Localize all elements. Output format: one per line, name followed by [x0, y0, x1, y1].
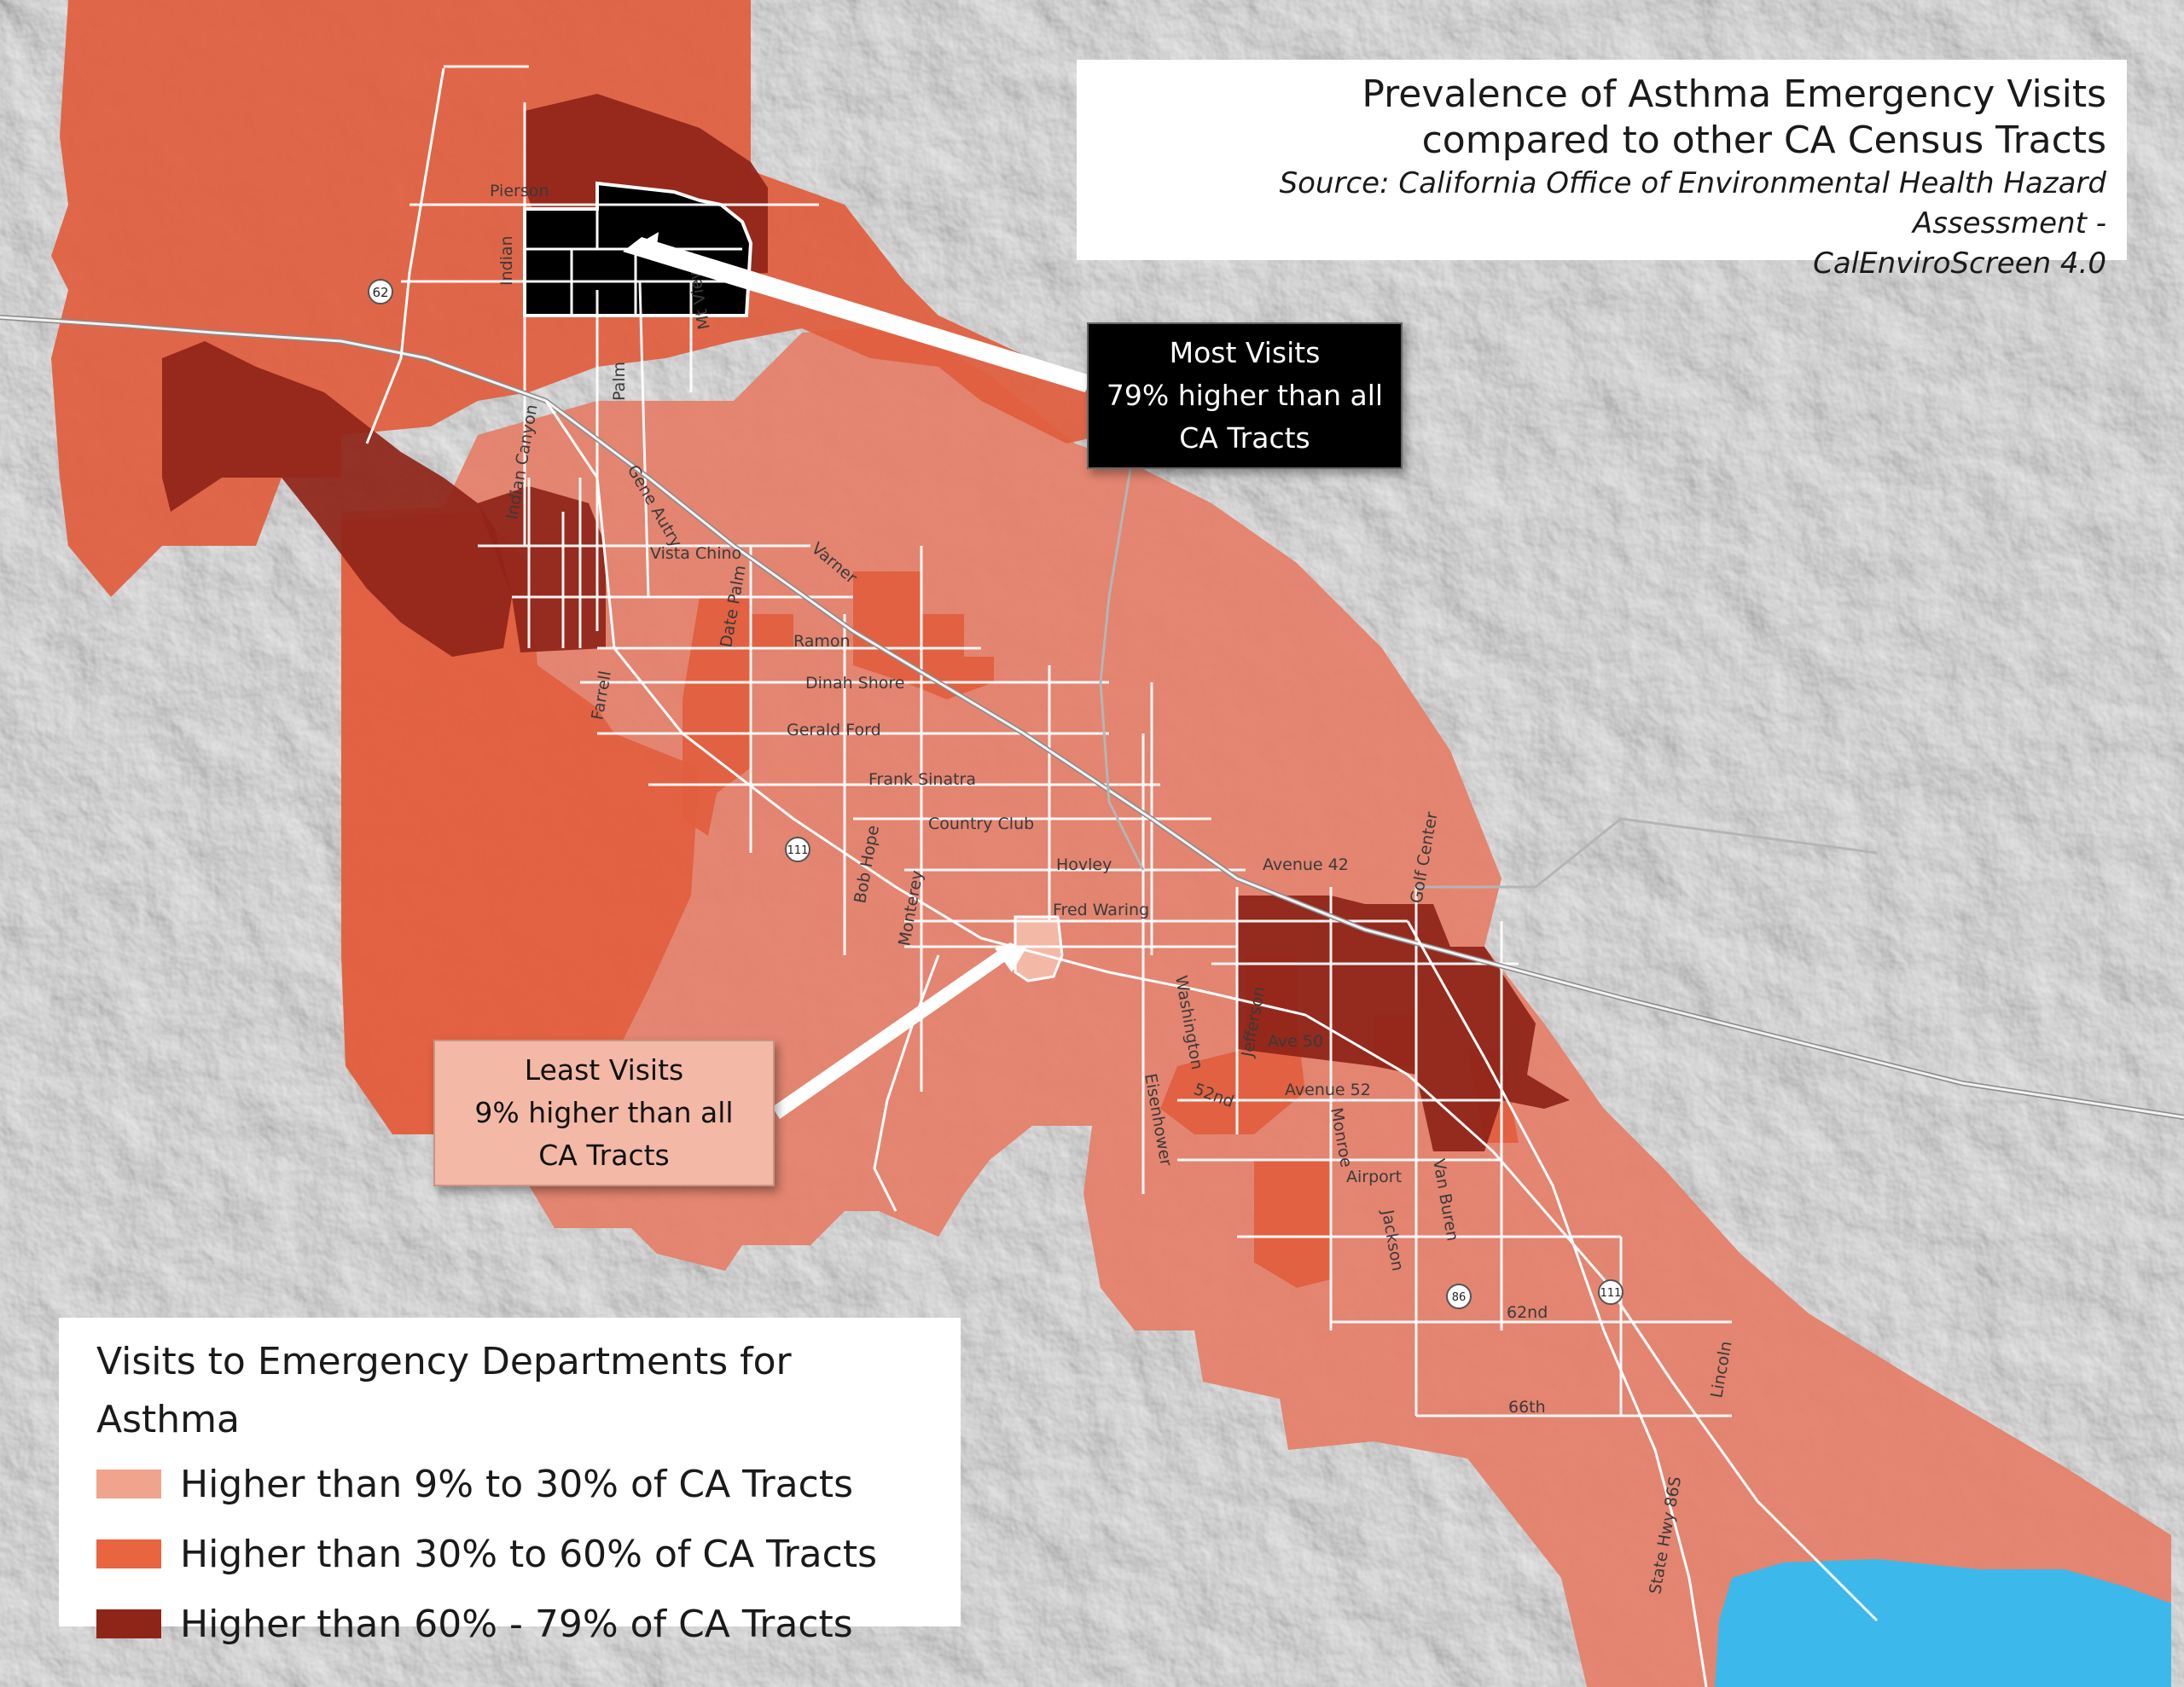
road-south	[873, 954, 940, 1212]
label-62nd: 62nd	[1507, 1303, 1548, 1322]
shield-hwy111-east-label: 111	[1600, 1287, 1622, 1300]
label-66th: 66th	[1508, 1398, 1546, 1417]
legend-item-high: Higher than 60% - 79% of CA Tracts	[96, 1589, 923, 1659]
label-avenue-52: Avenue 52	[1285, 1081, 1371, 1099]
shield-hwy111-west: 111	[785, 837, 810, 862]
road-east-diag	[1416, 817, 1878, 889]
label-vista-chino: Vista Chino	[650, 544, 741, 563]
callout-most-line1: Most Visits	[1169, 336, 1321, 369]
map-title-line1: Prevalence of Asthma Emergency Visits	[1362, 72, 2106, 116]
shield-hwy86: 86	[1446, 1284, 1472, 1309]
tract-region-high-west	[162, 341, 512, 657]
label-fred-waring: Fred Waring	[1053, 901, 1149, 919]
tract-region-mid-east2	[1254, 1160, 1331, 1288]
shield-hwy111-west-label: 111	[787, 844, 809, 857]
shield-hwy62: 62	[368, 279, 393, 304]
legend-label-low: Higher than 9% to 30% of CA Tracts	[180, 1462, 854, 1506]
interstate-10-white	[0, 316, 2184, 1119]
legend-swatch-low	[96, 1470, 161, 1499]
arrow-most	[623, 237, 1090, 392]
title-box: Prevalence of Asthma Emergency Visits co…	[1077, 60, 2127, 281]
callout-least-line3: CA Tracts	[538, 1139, 670, 1172]
callout-least-line1: Least Visits	[524, 1053, 684, 1087]
road-grid	[401, 65, 1732, 1417]
highway-62	[365, 67, 445, 444]
map-source-line2: CalEnviroScreen 4.0	[1813, 246, 2106, 281]
arrow-least-head	[995, 945, 1028, 972]
label-avenue-42: Avenue 42	[1263, 855, 1349, 874]
tract-region-mid-central2	[853, 571, 994, 699]
legend: Visits to Emergency Departments for Asth…	[59, 1318, 961, 1646]
label-gerald-ford: Gerald Ford	[787, 721, 881, 739]
highway-86	[1406, 920, 1708, 1687]
shield-hwy62-label: 62	[372, 285, 388, 300]
label-indian: Indian	[497, 235, 516, 286]
arrow-least	[772, 942, 1024, 1119]
label-country-club: Country Club	[928, 815, 1034, 833]
label-hovley: Hovley	[1056, 855, 1112, 874]
legend-swatch-high	[96, 1609, 161, 1638]
legend-item-mid: Higher than 30% to 60% of CA Tracts	[96, 1519, 923, 1589]
callout-most-visits: Most Visits 79% higher than all CA Tract…	[1087, 322, 1403, 469]
map-source-line1: Source: California Office of Environment…	[1279, 166, 2106, 241]
label-pierson: Pierson	[490, 182, 549, 200]
arrow-most-head	[628, 232, 659, 260]
legend-title: Visits to Emergency Departments for Asth…	[96, 1340, 792, 1441]
tract-region-mid-west	[341, 512, 700, 1134]
tract-region-mid-central	[682, 597, 793, 836]
label-palm: Palm	[610, 362, 629, 401]
callout-least-visits: Least Visits 9% higher than all CA Tract…	[433, 1040, 775, 1186]
legend-label-mid: Higher than 30% to 60% of CA Tracts	[180, 1532, 878, 1576]
legend-swatch-mid	[96, 1539, 161, 1568]
label-ramon: Ramon	[793, 632, 851, 651]
label-dinah-shore: Dinah Shore	[805, 674, 905, 693]
callout-most-line3: CA Tracts	[1179, 421, 1310, 455]
tract-least-visits	[1014, 915, 1064, 983]
label-frank-sinatra: Frank Sinatra	[868, 770, 976, 789]
tract-region-high-palmsprings	[478, 486, 606, 652]
map-title-line2: compared to other CA Census Tracts	[1421, 119, 2106, 162]
label-ave-50: Ave 50	[1268, 1032, 1323, 1051]
shield-hwy86-label: 86	[1452, 1291, 1467, 1304]
label-airport: Airport	[1346, 1168, 1402, 1186]
legend-label-high: Higher than 60% - 79% of CA Tracts	[180, 1602, 853, 1646]
shield-hwy111-east: 111	[1598, 1279, 1623, 1305]
callout-most-line2: 79% higher than all	[1106, 379, 1384, 412]
legend-item-low: Higher than 9% to 30% of CA Tracts	[96, 1449, 923, 1519]
callout-least-line2: 9% higher than all	[474, 1096, 734, 1129]
highway-111	[544, 400, 1879, 1622]
salton-sea	[1715, 1559, 2171, 1687]
callout-arrows	[623, 232, 1090, 1119]
